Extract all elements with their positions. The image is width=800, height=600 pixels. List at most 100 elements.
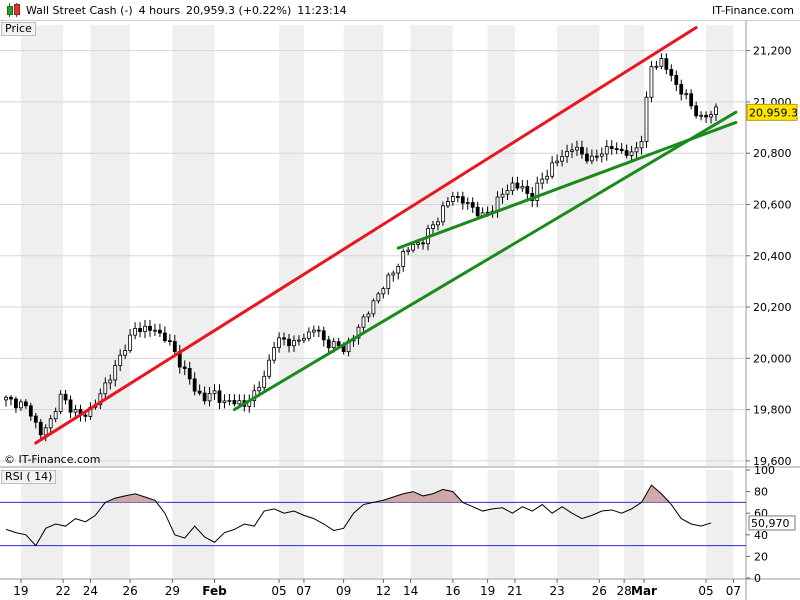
candle-body [63, 393, 68, 401]
candle-body [540, 178, 545, 184]
candle-body [58, 393, 63, 412]
candle-body [103, 382, 108, 395]
price-tick-label: 20,800 [753, 147, 792, 160]
candle-body [639, 141, 644, 149]
x-tick-label: 26 [122, 584, 137, 598]
timeframe-label[interactable]: 4 hours [138, 3, 181, 17]
candle-body [148, 325, 152, 331]
candle-body [28, 405, 33, 417]
candle-body [470, 202, 475, 208]
candle-body [500, 193, 505, 198]
candle-body [525, 186, 530, 194]
candle-body [118, 354, 123, 366]
candle-body [441, 205, 445, 223]
rsi-grid-band [90, 470, 131, 578]
price-tick-label: 19,800 [753, 404, 792, 417]
candle-body [162, 332, 167, 342]
candle-body [674, 74, 679, 85]
price-grid-band [410, 25, 453, 466]
candle-body [599, 153, 604, 157]
candle-body [326, 339, 331, 349]
candle-body [416, 242, 420, 245]
trendline-support-upper[interactable] [396, 120, 738, 250]
trendline-support-lower[interactable] [232, 110, 738, 412]
candle-body [391, 272, 396, 276]
candle-body [431, 224, 435, 229]
candle-body [550, 162, 555, 177]
candle-body [158, 329, 162, 334]
candle-body [331, 341, 336, 349]
rsi-tick-label: 0 [754, 572, 761, 585]
last-price-label: 20,959.3 [749, 106, 798, 119]
candle-body [515, 182, 520, 189]
x-tick-label: 12 [376, 584, 391, 598]
candle-body [212, 390, 217, 395]
candle-body [302, 337, 306, 341]
candle-body [376, 293, 381, 302]
candle-body [401, 251, 406, 267]
rsi-last-marker [748, 515, 796, 531]
rsi-grid-band [279, 470, 304, 578]
candle-body [455, 196, 460, 198]
rsi-line[interactable] [5, 484, 712, 547]
candle-body [629, 151, 634, 156]
x-tick-label: 07 [726, 584, 741, 598]
x-tick-label: 14 [403, 584, 418, 598]
last-price-marker [746, 103, 798, 121]
x-tick-label: 16 [445, 584, 460, 598]
candle-body [108, 379, 113, 384]
candle-body [68, 399, 73, 413]
candle-body [604, 146, 609, 155]
candle-body [386, 274, 391, 290]
rsi-grid-band [172, 470, 215, 578]
candle-body [545, 175, 550, 180]
candle-body [664, 58, 669, 70]
price-panel-label: Price [1, 22, 36, 36]
candle-body [465, 202, 470, 204]
candle-body [520, 186, 525, 189]
instrument-name: Wall Street Cash (-) [26, 3, 133, 17]
candle-body [594, 155, 599, 158]
price-tick-label: 20,200 [753, 301, 792, 314]
candle-body [589, 155, 594, 162]
candle-body [282, 337, 286, 340]
candle-body [33, 415, 38, 423]
candle-body [197, 390, 202, 394]
candle-body [292, 340, 296, 347]
x-tick-label: 05 [271, 584, 286, 598]
candle-body [138, 328, 142, 332]
candle-body [694, 105, 699, 117]
candle-body [227, 400, 232, 402]
candle-body [172, 341, 177, 352]
candle-body [644, 96, 649, 143]
candle-body [217, 390, 222, 403]
candle-body [53, 411, 58, 420]
trendline-channel-upper[interactable] [34, 26, 698, 445]
x-tick-label: 23 [549, 584, 564, 598]
candle-body [505, 190, 510, 195]
price-grid-band [90, 25, 131, 466]
rsi-grid-band [557, 470, 600, 578]
candle-body [580, 146, 584, 155]
price-grid-band [279, 25, 304, 466]
rsi-last-label: 50,970 [751, 517, 790, 530]
x-tick-label: 19 [13, 584, 28, 598]
candle-body [187, 368, 192, 380]
candle-body [585, 153, 589, 162]
candle-body [381, 288, 386, 295]
candle-body [704, 114, 708, 118]
price-tick-label: 20,600 [753, 198, 792, 211]
candle-body [649, 66, 654, 98]
x-tick-label: 29 [165, 584, 180, 598]
price-tick-label: 20,400 [753, 250, 792, 263]
x-tick-label: 28 [617, 584, 632, 598]
candlestick-chart-icon[interactable] [4, 3, 20, 17]
candle-body [555, 160, 560, 164]
candle-body [366, 313, 371, 318]
candle-body [9, 396, 13, 400]
candle-body [43, 427, 48, 436]
price-tick-label: 20,000 [753, 352, 792, 365]
candle-body [232, 400, 237, 405]
